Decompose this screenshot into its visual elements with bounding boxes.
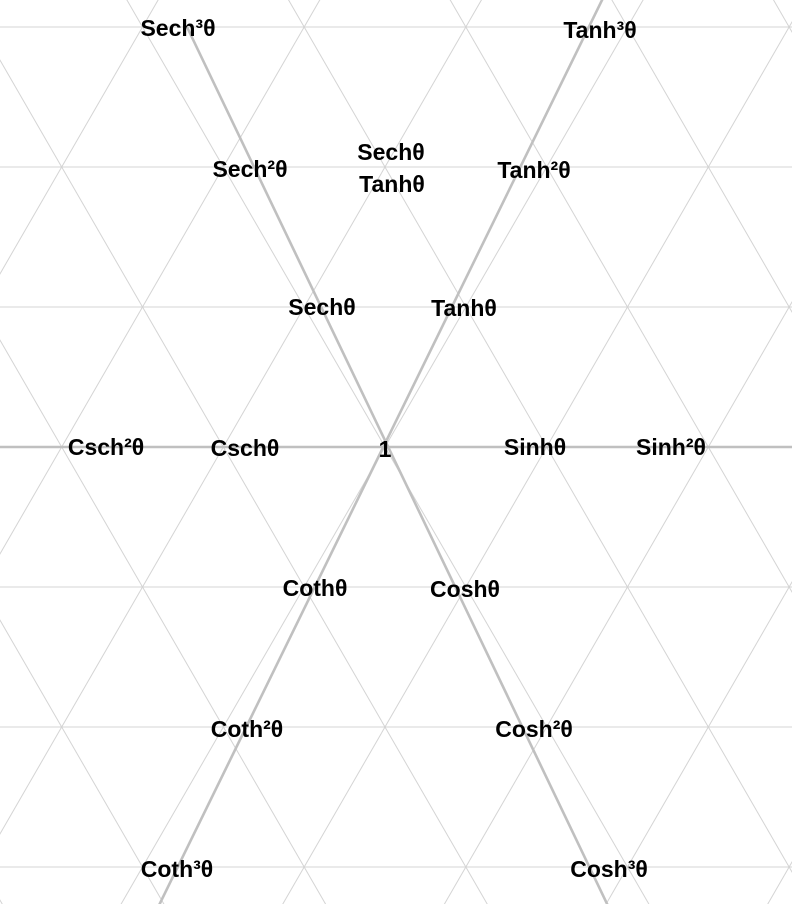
grid-line-diagonal [282, 21, 792, 904]
label-sinh: Sinhθ [504, 434, 566, 460]
diagonal-axis-sech-cosh [185, 26, 609, 904]
label-coth-squared: Coth²θ [211, 716, 283, 742]
grid-line-diagonal [126, 0, 650, 904]
label-sech: Sechθ [288, 294, 355, 320]
label-sech-tanh-top: Sechθ [357, 139, 424, 165]
label-tanh: Tanhθ [431, 295, 497, 321]
label-tanh-squared: Tanh²θ [497, 157, 570, 183]
label-sech-squared: Sech²θ [212, 156, 287, 182]
grid-line-diagonal [0, 0, 482, 835]
grid-line-diagonal [0, 339, 327, 904]
grid-line-diagonal [605, 581, 792, 904]
label-cosh: Coshθ [430, 576, 500, 602]
label-coth: Cothθ [283, 575, 348, 601]
label-tanh-cubed: Tanh³θ [563, 17, 636, 43]
label-sech-tanh-bottom: Tanhθ [359, 171, 425, 197]
label-cosh-cubed: Cosh³θ [570, 856, 648, 882]
label-sinh-squared: Sinh²θ [636, 434, 706, 460]
labels: Sech³θ Tanh³θ Sech²θ Sechθ Tanhθ Tanh²θ … [68, 15, 706, 882]
grid-line-diagonal [443, 301, 792, 904]
diagonal-axis-tanh-coth [158, 0, 604, 904]
grid-line-diagonal [449, 0, 792, 593]
label-coth-cubed: Coth³θ [141, 856, 213, 882]
label-csch-squared: Csch²θ [68, 434, 144, 460]
grid-line-diagonal [0, 0, 321, 555]
grid-line-diagonal [611, 0, 792, 313]
label-csch: Cschθ [211, 435, 280, 461]
grid-line-diagonal [0, 619, 165, 904]
grid-line-diagonal [0, 59, 488, 904]
label-sech-cubed: Sech³θ [140, 15, 215, 41]
grid-line-diagonal [0, 0, 159, 275]
label-center-one: 1 [379, 436, 392, 462]
label-cosh-squared: Cosh²θ [495, 716, 573, 742]
grid-line-diagonal [288, 0, 792, 873]
